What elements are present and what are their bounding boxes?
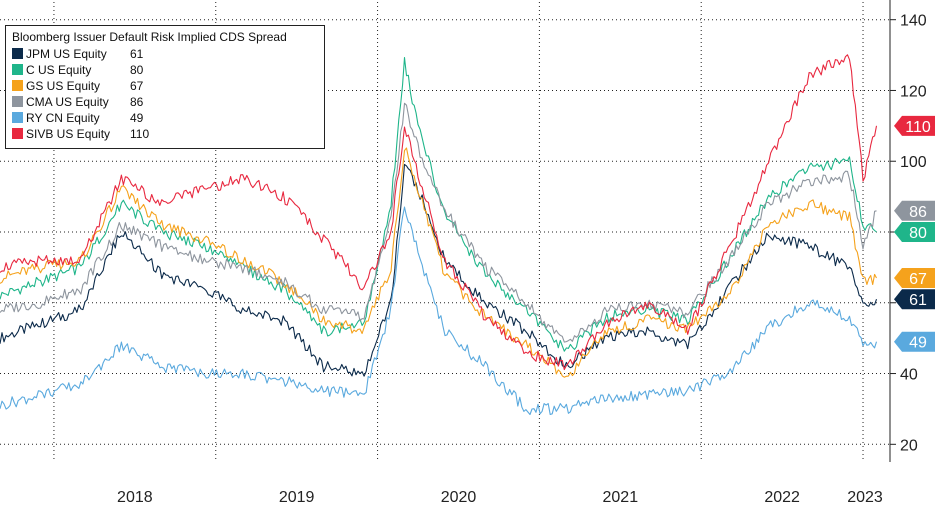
series-line-gs (0, 147, 877, 378)
legend-value-cma: 86 (130, 94, 144, 109)
legend: Bloomberg Issuer Default Risk Implied CD… (5, 25, 325, 149)
legend-item-ry: RY CN Equity 49 (12, 110, 143, 125)
legend-label-sivb: SIVB US Equity (26, 126, 111, 141)
last-value-tag-cma: 86 (894, 200, 935, 221)
last-value-tag-sivb: 110 (894, 115, 935, 136)
y-tick-label-40: 40 (900, 367, 918, 384)
legend-label-cma: CMA US Equity (26, 94, 109, 109)
series-line-cma (0, 102, 877, 343)
last-value-label-gs: 67 (909, 271, 927, 288)
legend-label-jpm: JPM US Equity (26, 46, 107, 61)
legend-swatch-gs (12, 80, 23, 91)
x-tick-label-2021: 2021 (603, 489, 639, 506)
legend-value-jpm: 61 (130, 46, 144, 61)
x-tick-label-2020: 2020 (441, 489, 477, 506)
last-value-tags: 61 80 67 86 49 110 (894, 115, 935, 352)
last-value-label-jpm: 61 (909, 292, 927, 309)
legend-item-jpm: JPM US Equity 61 (12, 46, 143, 61)
legend-value-c: 80 (130, 62, 144, 77)
legend-swatch-c (12, 64, 23, 75)
x-tick-label-2019: 2019 (279, 489, 315, 506)
legend-label-gs: GS US Equity (26, 78, 101, 93)
last-value-label-c: 80 (909, 225, 927, 242)
legend-swatch-ry (12, 112, 23, 123)
legend-item-cma: CMA US Equity 86 (12, 94, 143, 109)
y-tick-label-140: 140 (900, 13, 927, 30)
legend-swatch-jpm (12, 48, 23, 59)
last-value-tag-c: 80 (894, 222, 935, 242)
legend-label-c: C US Equity (26, 62, 92, 77)
legend-item-c: C US Equity 80 (12, 62, 143, 77)
y-tick-label-100: 100 (900, 154, 927, 171)
legend-label-ry: RY CN Equity (26, 110, 100, 125)
y-tick-label-20: 20 (900, 437, 918, 454)
legend-item-gs: GS US Equity 67 (12, 78, 143, 93)
legend-item-sivb: SIVB US Equity 110 (12, 126, 149, 141)
x-tick-label-2022: 2022 (764, 489, 800, 506)
last-value-tag-ry: 49 (894, 331, 935, 352)
last-value-label-ry: 49 (909, 335, 927, 352)
last-value-tag-gs: 67 (894, 268, 935, 288)
series-line-jpm (0, 163, 878, 377)
legend-value-gs: 67 (130, 78, 144, 93)
series-lines (0, 54, 878, 416)
legend-value-sivb: 110 (130, 126, 150, 141)
legend-swatch-sivb (12, 128, 23, 139)
y-tick-label-120: 120 (900, 83, 927, 100)
last-value-label-sivb: 110 (905, 119, 931, 136)
last-value-label-cma: 86 (909, 204, 927, 221)
legend-value-ry: 49 (130, 110, 144, 125)
series-line-ry (0, 206, 878, 416)
x-tick-label-2023: 2023 (847, 489, 883, 506)
legend-swatch-cma (12, 96, 23, 107)
series-line-sivb (0, 54, 878, 371)
last-value-tag-jpm: 61 (894, 289, 935, 310)
x-axis: 2018 2019 2020 2021 2022 2023 (117, 489, 883, 506)
x-tick-label-2018: 2018 (117, 489, 153, 506)
chart-title: Bloomberg Issuer Default Risk Implied CD… (12, 30, 287, 44)
